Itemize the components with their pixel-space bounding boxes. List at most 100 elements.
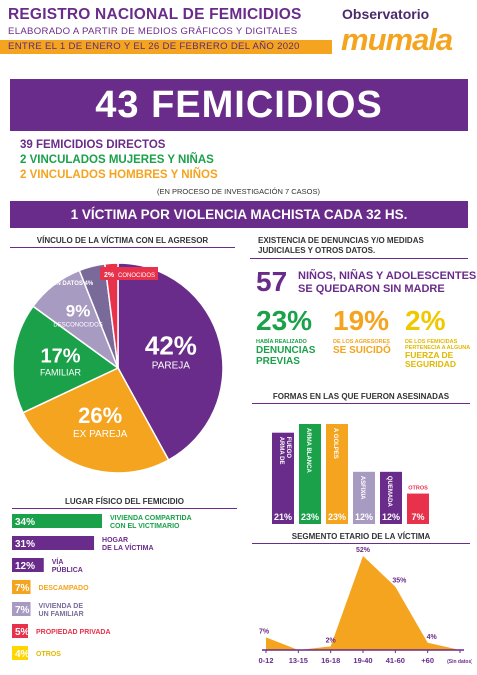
direct-femicides: 39 FEMICIDIOS DIRECTOS bbox=[20, 139, 166, 151]
bar-category-label: DE LA VÍCTIMA bbox=[102, 543, 153, 552]
stat-small: DE LOS FEMICIDAS PERTENECIA A ALGUNA bbox=[405, 339, 471, 351]
bar-category-label: VIVIENDA DE bbox=[39, 603, 84, 610]
bar bbox=[12, 602, 31, 616]
pie-slice-conocidos bbox=[104, 262, 119, 369]
logo-observatorio: Observatorio bbox=[342, 6, 430, 22]
pie-category-label: DESCONOCIDOS bbox=[53, 323, 102, 329]
divider bbox=[10, 247, 235, 248]
bar-value-label: 5% bbox=[15, 627, 30, 638]
investigation-note: (EN PROCESO DE INVESTIGACIÓN 7 CASOS) bbox=[157, 187, 320, 196]
age-area-chart: 0-12 7% 13-15 16-18 2% 19-40 52% 41-60 35% +60 4% (… bbox=[258, 547, 472, 665]
bar-category-label: ARMA DE bbox=[278, 437, 284, 465]
x-tick-label: 13-15 bbox=[289, 656, 308, 665]
bar-category-label: FUEGO bbox=[285, 437, 291, 459]
x-tick-label: 19-40 bbox=[353, 656, 372, 665]
bar bbox=[12, 514, 102, 528]
bar-category-label: A GOLPES bbox=[332, 428, 338, 459]
logo-mumala: mumala bbox=[341, 22, 453, 57]
bar-category-label: CON EL VICTIMARIO bbox=[110, 523, 180, 530]
stat-seguridad: 2% DE LOS FEMICIDAS PERTENECIA A ALGUNA … bbox=[405, 306, 471, 369]
bar-value-label: 12% bbox=[15, 561, 35, 572]
stat-big: FUERZA DE SEGURIDAD bbox=[405, 350, 457, 369]
stat-denuncias: 23% HABÍA REALIZADO DENUNCIAS PREVIAS bbox=[256, 305, 328, 368]
stat-big: SE SUICIDÓ bbox=[333, 345, 391, 356]
place-title: LUGAR FÍSICO DEL FEMICIDIO bbox=[65, 497, 184, 506]
bar-value-label: 23% bbox=[301, 512, 319, 522]
total-banner: 43 FEMICIDIOS bbox=[10, 79, 468, 131]
pie-category-label: FAMILIAR bbox=[40, 368, 82, 378]
data-label: 2% bbox=[326, 637, 337, 644]
bar-value-label: 12% bbox=[382, 512, 400, 522]
stat-pct: 23% bbox=[256, 305, 313, 336]
forms-title: FORMAS EN LAS QUE FUERON ASESINADAS bbox=[272, 392, 450, 401]
period-text: ENTRE EL 1 DE ENERO Y EL 26 DE FEBRERO D… bbox=[8, 41, 300, 52]
forms-bar-chart: 21% ARMA DE FUEGO 23% ARMA BLANCA 23% A GOLPES… bbox=[272, 424, 429, 524]
bar-category-label: OTROS bbox=[408, 486, 428, 492]
linked-men: 2 VINCULADOS HOMBRES Y NIÑOS bbox=[20, 169, 218, 181]
bar bbox=[12, 536, 95, 550]
bar-category-label: VIVIENDA COMPARTIDA bbox=[110, 515, 192, 522]
orphans-text-1: NIÑOS, NIÑAS Y ADOLESCENTES bbox=[298, 270, 477, 282]
linked-women: 2 VINCULADOS MUJERES Y NIÑAS bbox=[20, 154, 214, 166]
divider bbox=[252, 403, 470, 404]
bar bbox=[272, 432, 294, 524]
orphans-number: 57 bbox=[256, 266, 288, 297]
pie-category-label: SIN DATOS 4% bbox=[51, 281, 94, 287]
bar-category-label: VÍA bbox=[52, 557, 64, 566]
age-title: SEGMENTO ETARIO DE LA VÍCTIMA bbox=[291, 532, 431, 541]
stat-pct: 19% bbox=[333, 305, 390, 336]
bar bbox=[12, 646, 28, 660]
bar-value-label: 21% bbox=[274, 512, 292, 522]
bar-category-label: PÚBLICA bbox=[52, 565, 83, 574]
bar-category-label: DESCAMPADO bbox=[39, 585, 90, 592]
bar bbox=[12, 558, 44, 572]
bar-category-label: OTROS bbox=[36, 651, 61, 658]
bar bbox=[12, 624, 28, 638]
divider bbox=[12, 508, 237, 509]
bar-category-label: UN FAMILIAR bbox=[39, 611, 84, 618]
report-title: REGISTRO NACIONAL DE FEMICIDIOS bbox=[8, 6, 302, 23]
rate-banner: 1 VÍCTIMA POR VIOLENCIA MACHISTA CADA 32… bbox=[10, 201, 468, 228]
data-label: 4% bbox=[427, 634, 438, 641]
data-label: 7% bbox=[259, 628, 270, 635]
report-subtitle: ELABORADO A PARTIR DE MEDIOS GRÁFICOS Y … bbox=[8, 26, 298, 37]
bar-value-label: 7% bbox=[15, 605, 30, 616]
pie-value-label: 17% bbox=[40, 346, 80, 368]
bar-category-label: PROPIEDAD PRIVADA bbox=[36, 629, 111, 636]
bar-value-label: 4% bbox=[15, 649, 30, 660]
stats-header: EXISTENCIA DE DENUNCIAS Y/O MEDIDAS JUDI… bbox=[258, 236, 424, 255]
x-tick-label: (Sin datos) bbox=[447, 659, 472, 665]
bar-value-label: 7% bbox=[411, 512, 424, 522]
bar-value-label: 7% bbox=[15, 583, 30, 594]
data-label: 52% bbox=[356, 547, 371, 554]
bar-value-label: 34% bbox=[15, 517, 35, 528]
bar-value-label: 12% bbox=[355, 512, 373, 522]
pie-value-label: 2% bbox=[104, 272, 115, 279]
pie-value-label: 42% bbox=[145, 330, 197, 360]
x-tick-label: 16-18 bbox=[321, 656, 340, 665]
pie-chart: 42%PAREJA 26%EX PAREJA 17%FAMILIAR 9% DESCON… bbox=[12, 262, 224, 474]
stat-small: HABÍA REALIZADO bbox=[256, 339, 307, 345]
pie-category-label: CONOCIDOS bbox=[118, 273, 155, 279]
pie-value-label: 26% bbox=[78, 403, 122, 428]
stat-small: DE LOS AGRESORES bbox=[333, 339, 390, 345]
area-series bbox=[266, 556, 460, 650]
x-tick-label: 0-12 bbox=[258, 656, 273, 665]
divider bbox=[252, 543, 470, 544]
bar bbox=[380, 471, 402, 524]
stat-pct: 2% bbox=[405, 305, 446, 336]
bar bbox=[299, 424, 321, 524]
bar-value-label: 31% bbox=[15, 539, 35, 550]
pie-value-label: 9% bbox=[66, 302, 91, 321]
pie-slice-ex-pareja bbox=[21, 367, 170, 474]
pie-category-label: PAREJA bbox=[152, 360, 190, 371]
bar bbox=[353, 471, 375, 524]
pie-category-label: EX PAREJA bbox=[73, 429, 128, 440]
bar-category-label: HOGAR bbox=[102, 537, 128, 544]
bar bbox=[326, 424, 348, 524]
divider bbox=[250, 258, 468, 259]
conocidos-tag bbox=[100, 267, 158, 280]
stat-suicidio: 19% DE LOS AGRESORES SE SUICIDÓ bbox=[333, 305, 401, 357]
bar-value-label: 23% bbox=[328, 512, 346, 522]
